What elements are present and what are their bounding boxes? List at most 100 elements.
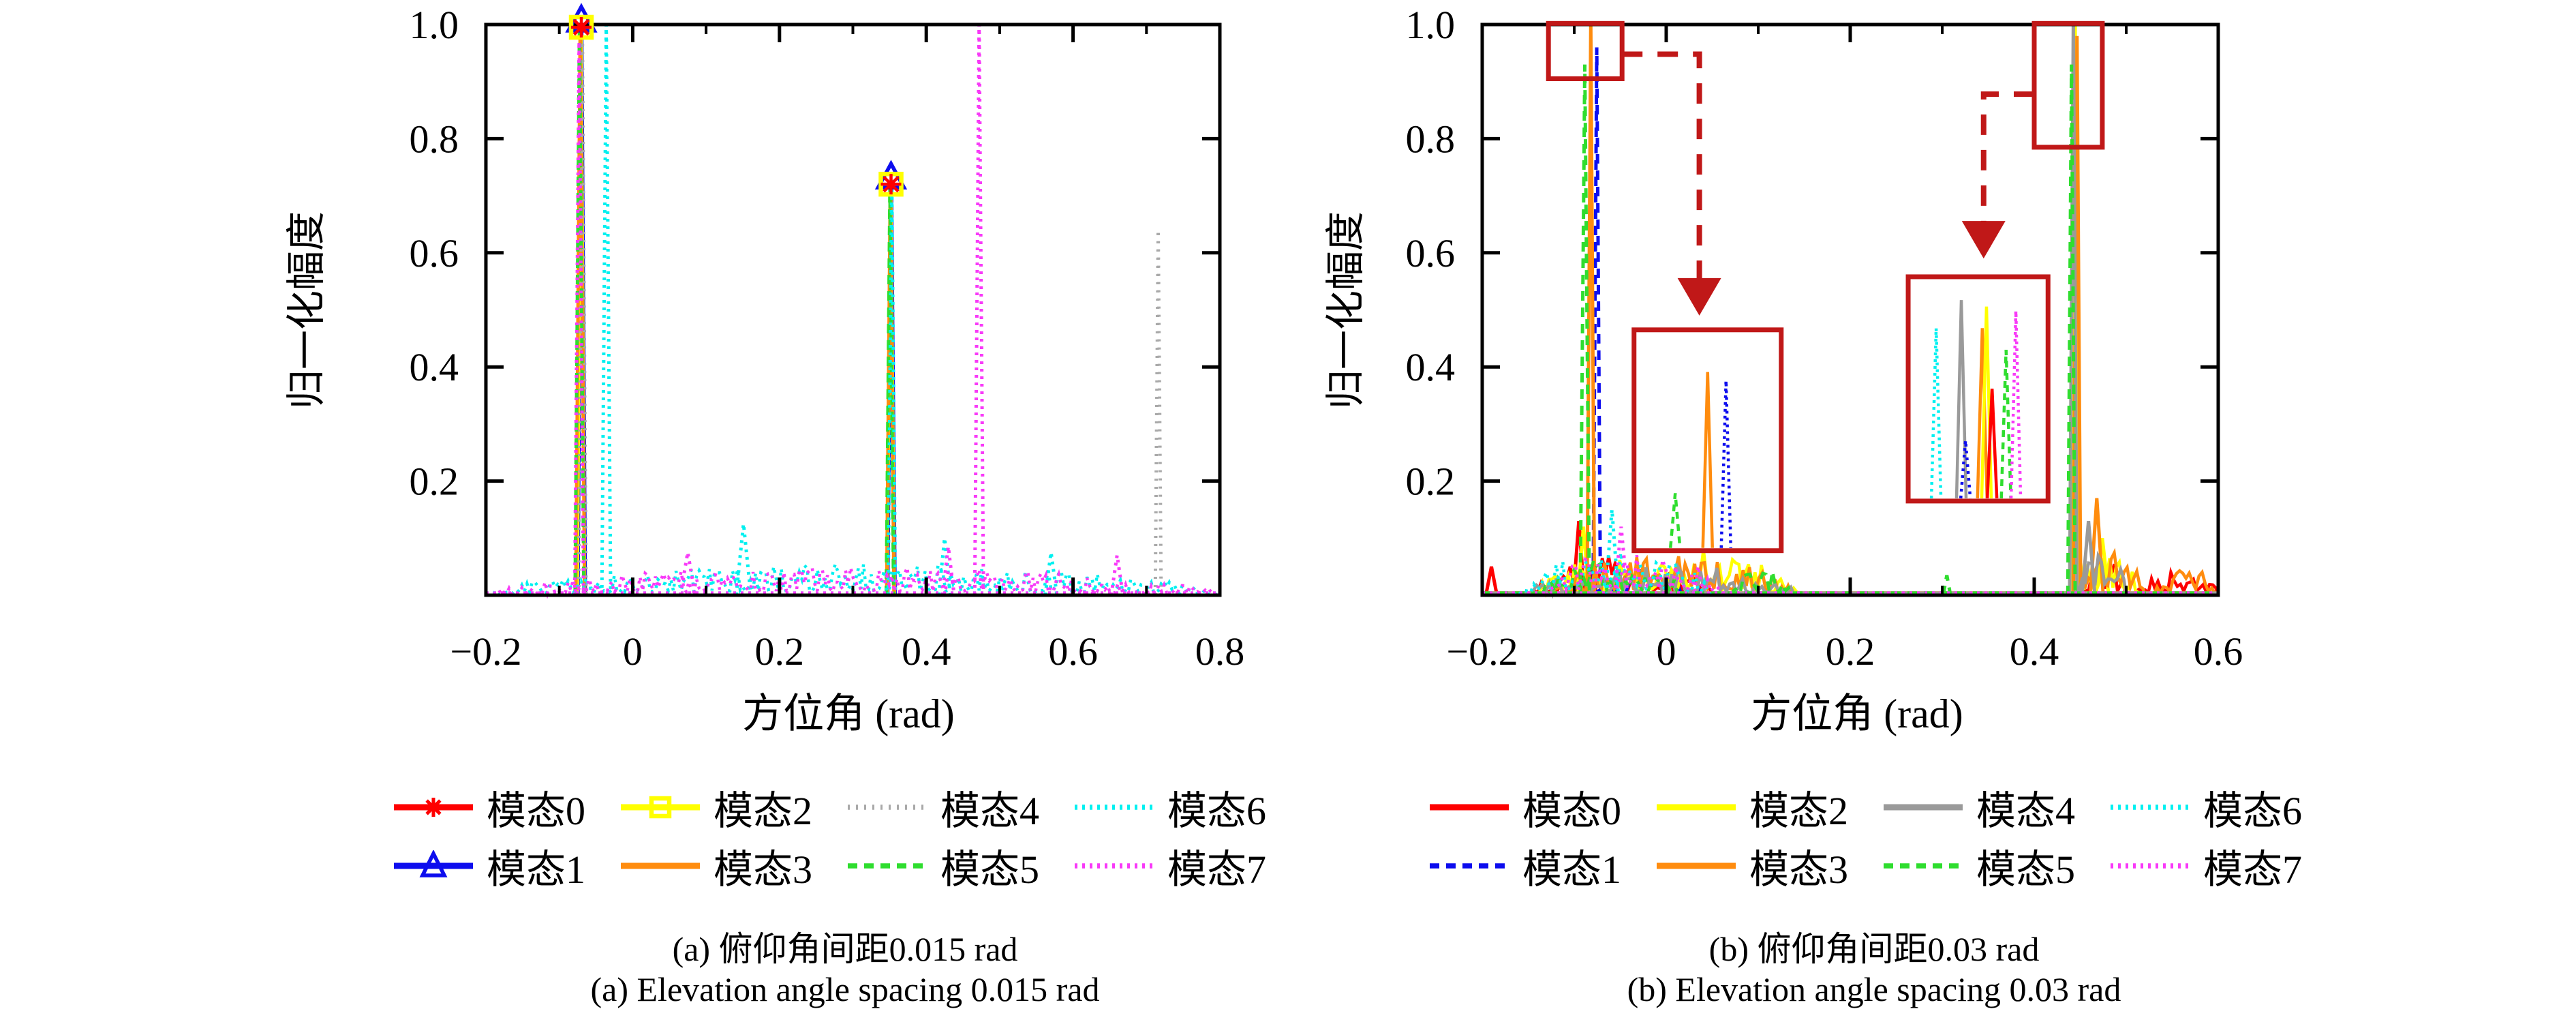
legend-item-a-4: 模态4 — [844, 783, 1039, 833]
legend-item-b-1: 模态1 — [1426, 841, 1621, 892]
y-tick-label: 0.6 — [410, 231, 459, 275]
legend-line-sample — [620, 796, 700, 819]
y-tick-label: 1.0 — [410, 3, 459, 47]
x-tick-label: −0.2 — [450, 629, 521, 674]
legend-label: 模态3 — [1749, 847, 1848, 892]
caption-a-english: (a) Elevation angle spacing 0.015 rad — [590, 970, 1100, 1008]
x-tick-label: −0.2 — [1446, 629, 1518, 674]
series-模态3 — [1482, 24, 2220, 597]
legend-label: 模态5 — [940, 847, 1040, 892]
caption-b-english: (b) Elevation angle spacing 0.03 rad — [1627, 970, 2121, 1008]
plot-panel-b: −0.2 0 0.2 0.4 0.6 0.2 0.4 0.6 0.8 1.0 — [1406, 3, 2243, 674]
legend-item-b-0: 模态0 — [1426, 783, 1621, 833]
series-模态0 — [576, 24, 897, 596]
axes-b: −0.2 0 0.2 0.4 0.6 0.2 0.4 0.6 0.8 1.0 — [1406, 3, 2243, 674]
legend-label: 模态0 — [1522, 789, 1621, 833]
legend-line-sample — [1884, 804, 1963, 811]
legend-label: 模态4 — [940, 789, 1040, 833]
legend-item-a-1: 模态1 — [390, 841, 585, 892]
legend-item-b-6: 模态6 — [2106, 783, 2302, 833]
legend-label: 模态2 — [713, 789, 812, 833]
legend-label: 模态6 — [2203, 789, 2303, 833]
legend-label: 模态6 — [1167, 789, 1267, 833]
legend-line-sample — [1075, 805, 1154, 810]
x-tick-label: 0.2 — [1826, 629, 1875, 674]
zoom-connector-1 — [1622, 51, 1702, 284]
legend-item-a-2: 模态2 — [617, 783, 812, 833]
y-tick-label: 0.4 — [1406, 345, 1456, 389]
legend-line-sample — [848, 863, 927, 869]
x-tick-label: 0.6 — [1048, 629, 1098, 674]
legend-line-sample — [393, 798, 473, 817]
x-tick-label: 0.4 — [902, 629, 951, 674]
x-tick-label: 0 — [623, 629, 643, 674]
plots-canvas: −0.2 0 0.2 0.4 0.6 0.8 0.2 0.4 0.6 0.8 1.0 −0.2 0 0.2… — [410, 3, 2243, 674]
legend-line-sample — [1656, 862, 1736, 869]
peak-marker-cluster — [565, 3, 598, 40]
legend-line-sample — [393, 850, 473, 877]
y-tick-label: 0.8 — [1406, 117, 1456, 161]
x-tick-label: 0.4 — [2010, 629, 2059, 674]
legend-line-sample — [1075, 863, 1154, 869]
y-axis-label-a: 归一化幅度 — [284, 211, 328, 410]
y-tick-label: 0.6 — [1406, 231, 1456, 275]
legend-item-a-5: 模态5 — [844, 841, 1039, 892]
legend-a: 模态0 模态1 模态2 模态3 模态4 模态5 模态6 模态7 — [365, 783, 1291, 892]
legend-line-sample — [620, 862, 700, 869]
legend-item-b-3: 模态3 — [1653, 841, 1848, 892]
series-模态3 — [574, 24, 896, 596]
legend-item-a-3: 模态3 — [617, 841, 812, 892]
y-tick-label: 0.4 — [410, 345, 459, 389]
legend-line-sample — [1884, 863, 1963, 869]
legend-line-sample — [1429, 863, 1509, 869]
zoom-inset-1 — [1631, 327, 1784, 554]
legend-item-b-5: 模态5 — [1880, 841, 2075, 892]
axes-a: −0.2 0 0.2 0.4 0.6 0.8 0.2 0.4 0.6 0.8 1.0 — [410, 3, 1245, 674]
legend-item-b-2: 模态2 — [1653, 783, 1848, 833]
legend-b: 模态0 模态1 模态2 模态3 模态4 模态5 模态6 模态7 — [1400, 783, 2327, 892]
x-tick-label: 0.2 — [755, 629, 805, 674]
x-axis-label-b: 方位角 (rad) — [1751, 691, 1963, 736]
legend-item-a-0: 模态0 — [390, 783, 585, 833]
legend-item-a-6: 模态6 — [1071, 783, 1266, 833]
arrowhead-icon — [1677, 277, 1721, 316]
legend-label: 模态1 — [1522, 847, 1621, 892]
arrowhead-icon — [1961, 221, 2006, 259]
series-模态2 — [575, 24, 896, 596]
legend-label: 模态7 — [1167, 847, 1267, 892]
zoom-inset-2 — [1905, 274, 2051, 504]
legend-line-sample — [1429, 804, 1509, 811]
zoom-source-box-2 — [2031, 20, 2105, 150]
y-tick-label: 1.0 — [1406, 3, 1456, 47]
y-tick-label: 0.8 — [410, 117, 459, 161]
caption-b-chinese: (b) 俯仰角间距0.03 rad — [1708, 930, 2040, 968]
legend-label: 模态3 — [713, 847, 812, 892]
zoom-connector-2 — [1980, 91, 2034, 228]
series-模态5 — [573, 24, 895, 596]
legend-label: 模态7 — [2203, 847, 2303, 892]
x-tick-label: 0 — [1657, 629, 1676, 674]
series-模态7 — [485, 24, 1221, 599]
star-marker — [880, 174, 902, 195]
legend-line-sample — [2111, 805, 2190, 810]
series-模态1 — [576, 24, 897, 596]
legend-item-b-7: 模态7 — [2106, 841, 2302, 892]
caption-a-chinese: (a) 俯仰角间距0.015 rad — [672, 930, 1018, 968]
legend-label: 模态0 — [486, 789, 585, 833]
y-tick-label: 0.2 — [410, 460, 459, 504]
legend-label: 模态2 — [1749, 789, 1848, 833]
y-axis-label-b: 归一化幅度 — [1323, 211, 1368, 410]
x-tick-label: 0.8 — [1195, 629, 1245, 674]
legend-label: 模态1 — [486, 847, 585, 892]
x-tick-label: 0.6 — [2194, 629, 2243, 674]
legend-line-sample — [848, 805, 927, 810]
plot-panel-a: −0.2 0 0.2 0.4 0.6 0.8 0.2 0.4 0.6 0.8 1.0 — [410, 3, 1245, 674]
zoom-source-box-1 — [1546, 20, 1625, 82]
legend-line-sample — [1656, 804, 1736, 811]
zoom-annotations — [1546, 20, 2105, 554]
star-marker — [571, 17, 592, 37]
legend-label: 模态4 — [1976, 789, 2076, 833]
series-模态4 — [577, 33, 1163, 596]
legend-line-sample — [2111, 863, 2190, 869]
